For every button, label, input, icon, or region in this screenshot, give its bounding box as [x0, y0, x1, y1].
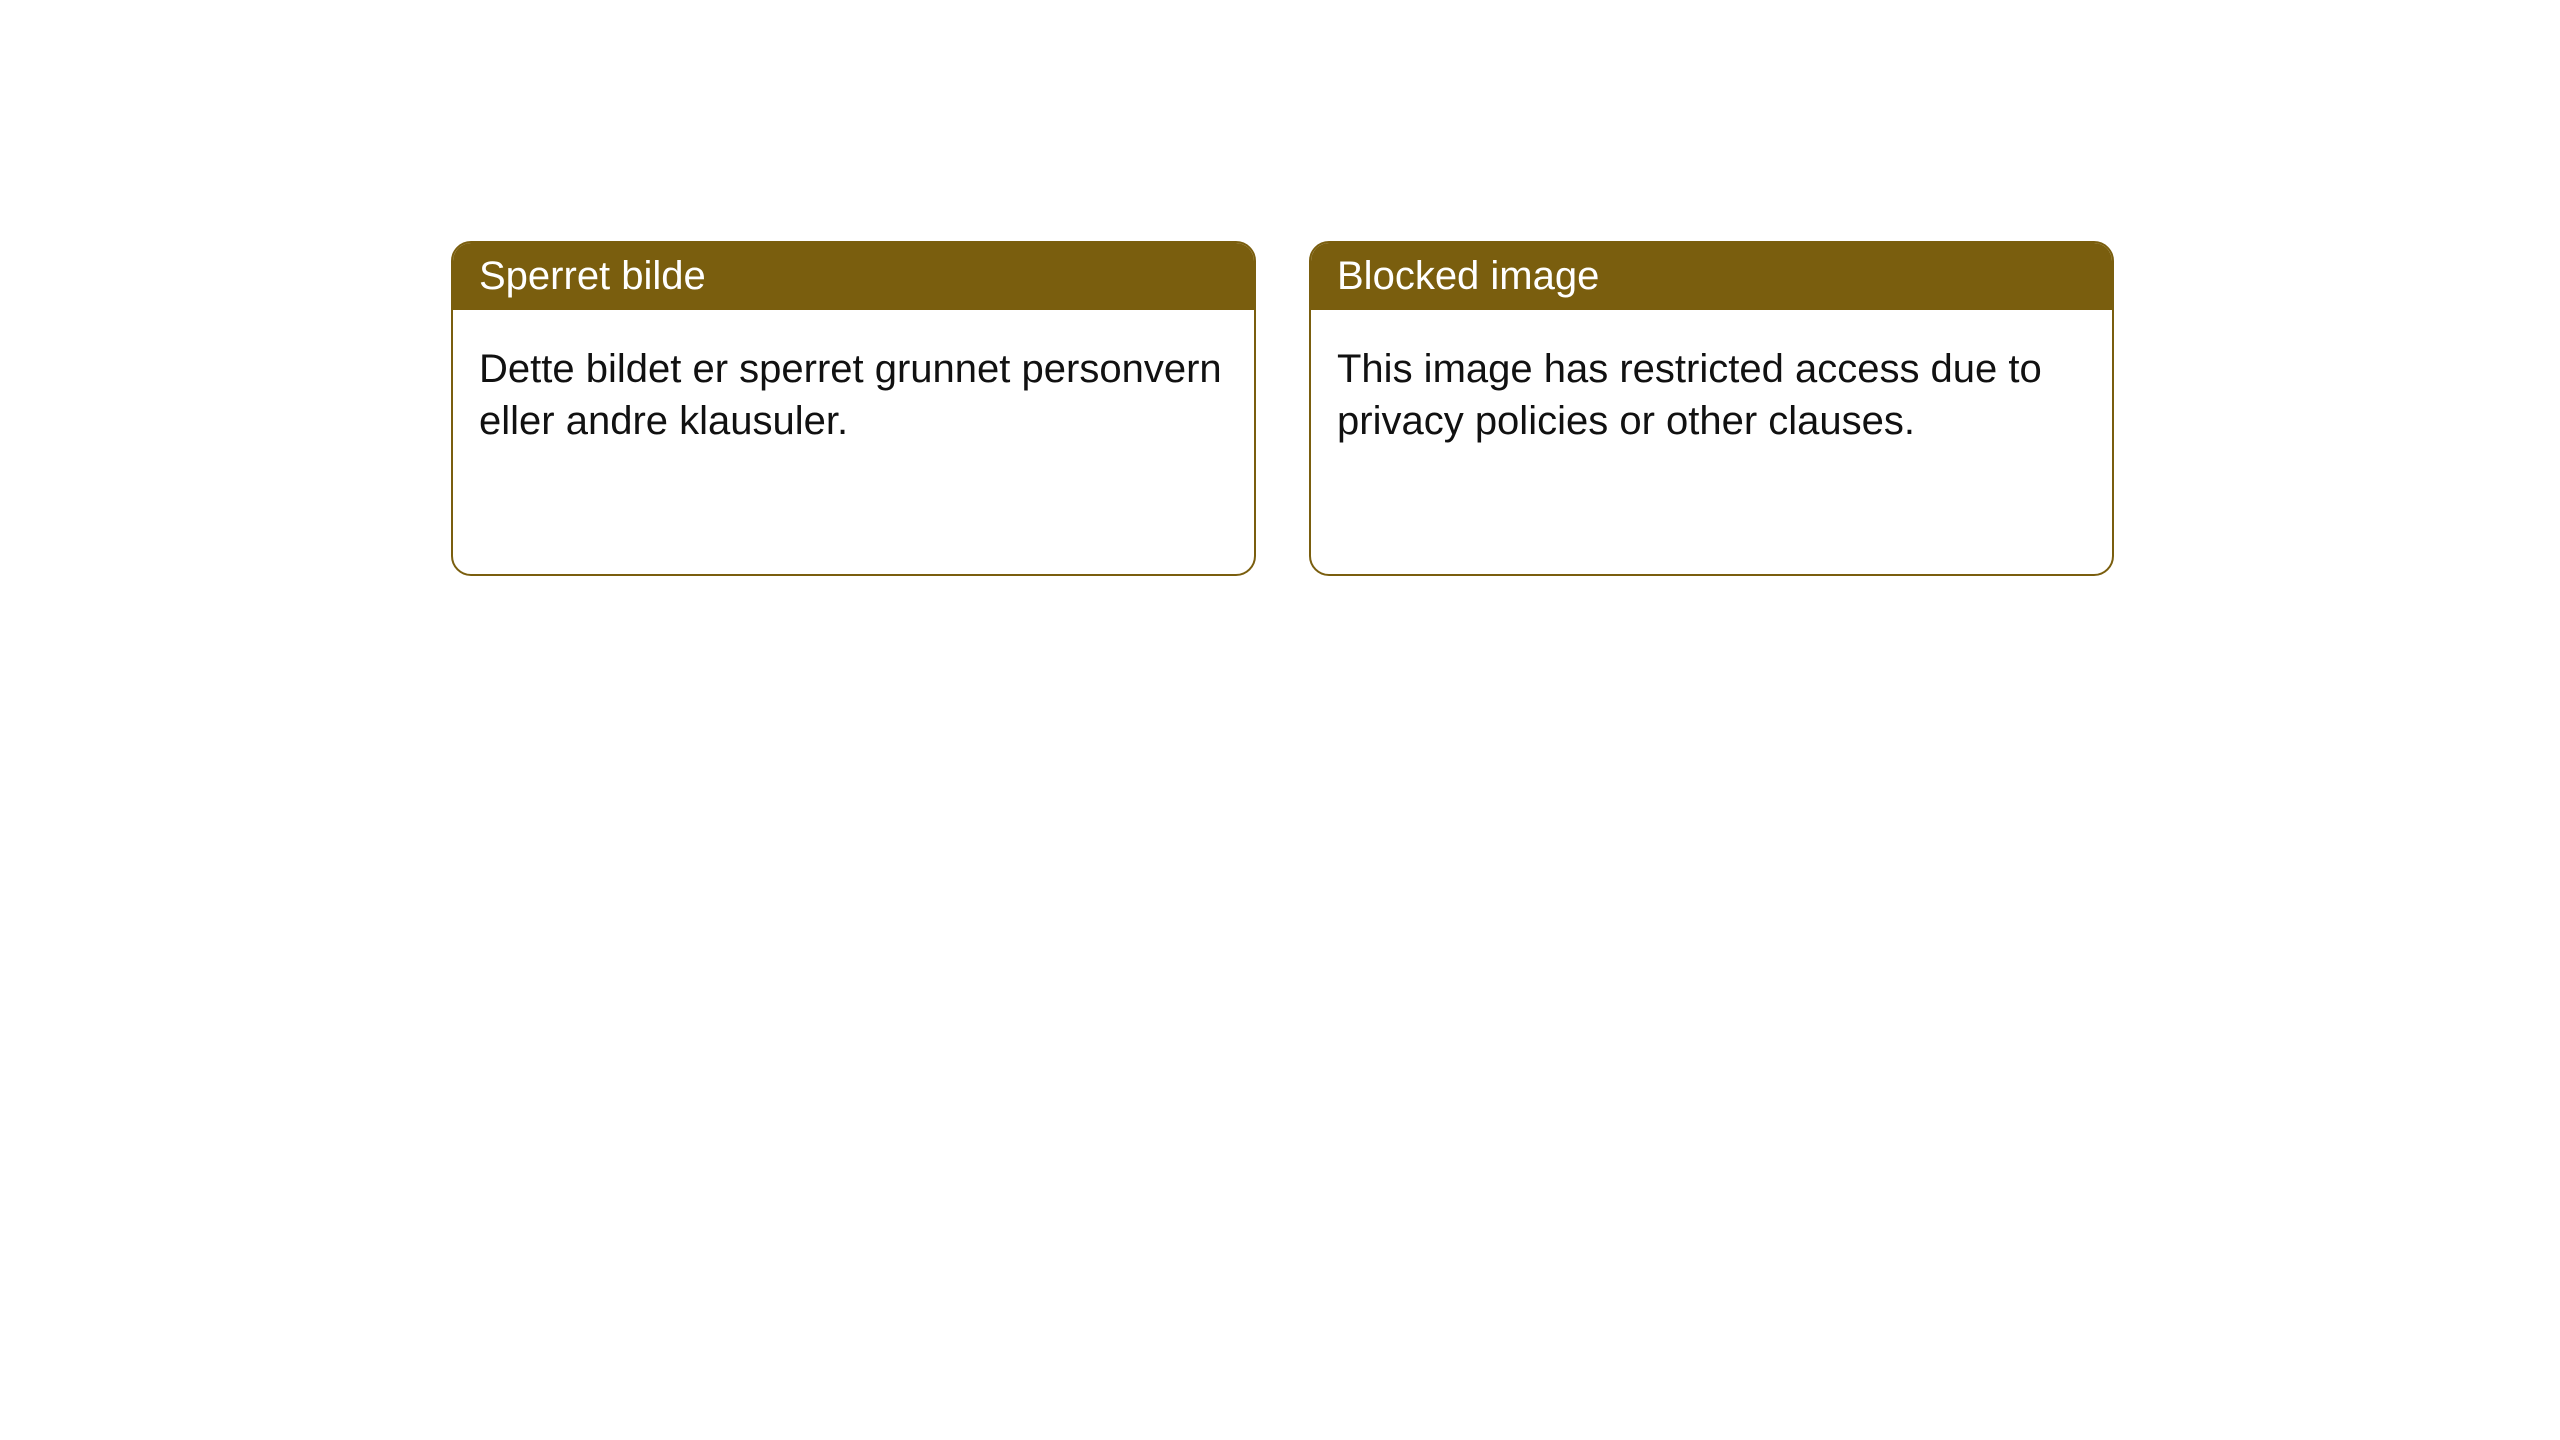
card-header: Sperret bilde [453, 243, 1254, 310]
cards-container: Sperret bilde Dette bildet er sperret gr… [451, 241, 2114, 576]
blocked-image-card-no: Sperret bilde Dette bildet er sperret gr… [451, 241, 1256, 576]
card-title: Sperret bilde [479, 254, 706, 298]
blocked-image-card-en: Blocked image This image has restricted … [1309, 241, 2114, 576]
card-body: Dette bildet er sperret grunnet personve… [453, 310, 1254, 480]
card-title: Blocked image [1337, 254, 1599, 298]
card-body: This image has restricted access due to … [1311, 310, 2112, 480]
card-text: Dette bildet er sperret grunnet personve… [479, 347, 1222, 443]
card-text: This image has restricted access due to … [1337, 347, 2042, 443]
card-header: Blocked image [1311, 243, 2112, 310]
